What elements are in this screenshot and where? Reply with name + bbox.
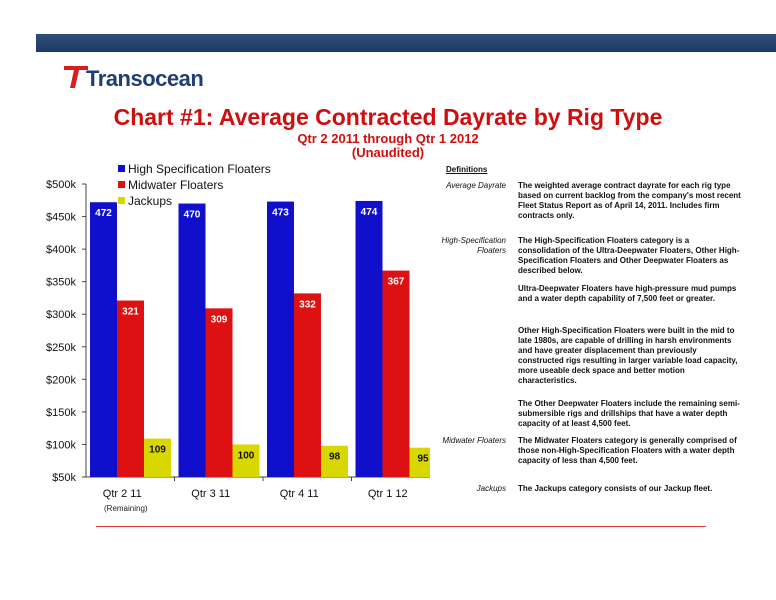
transocean-logo-icon — [64, 66, 88, 88]
bar-value-label: 95 — [417, 454, 429, 465]
definition-text: The High-Specification Floaters category… — [518, 236, 740, 275]
definition-text: The Other Deepwater Floaters include the… — [518, 399, 740, 428]
bar-value-label: 100 — [238, 450, 255, 461]
bar-value-label: 321 — [122, 307, 139, 318]
y-tick-label: $300k — [46, 309, 76, 321]
page-subtitle: Qtr 2 2011 through Qtr 1 2012 — [297, 131, 479, 146]
bar-midwater — [205, 308, 233, 477]
legend-label: High Specification Floaters — [128, 162, 271, 176]
bar-midwater — [294, 293, 321, 477]
page-title: Chart #1: Average Contracted Dayrate by … — [113, 104, 663, 130]
bar-jackups — [232, 444, 260, 477]
x-tick-label: Qtr 4 11 — [280, 488, 319, 500]
footer-divider — [96, 526, 706, 527]
x-tick-label: Qtr 1 12 — [368, 488, 408, 500]
y-tick-label: $400k — [46, 244, 76, 256]
x-tick-label: Qtr 3 11 — [191, 488, 230, 500]
bar-value-label: 472 — [95, 208, 112, 219]
bar-value-label: 470 — [184, 210, 201, 221]
bar-midwater — [382, 270, 410, 477]
bar-jackups — [144, 438, 171, 477]
y-tick-label: $50k — [52, 472, 76, 484]
legend-swatch — [118, 181, 125, 188]
y-tick-label: $450k — [46, 212, 76, 224]
bar-high-spec — [267, 201, 294, 477]
definition-term: High-Specification Floaters — [441, 236, 506, 255]
bar-high-spec — [90, 202, 117, 477]
definition-term: Average Dayrate — [446, 181, 506, 190]
y-tick-label: $150k — [46, 407, 76, 419]
y-tick-label: $100k — [46, 439, 76, 451]
bar-value-label: 473 — [272, 208, 289, 219]
bar-midwater — [117, 300, 144, 477]
legend-label: Midwater Floaters — [128, 178, 223, 192]
definition-text: Ultra-Deepwater Floaters have high-press… — [518, 284, 737, 303]
bar-value-label: 309 — [211, 314, 228, 325]
legend-swatch — [118, 197, 125, 204]
logo-text: Transocean — [86, 66, 204, 91]
definition-text: The Jackups category consists of our Jac… — [518, 484, 713, 493]
definition-term: Midwater Floaters — [442, 436, 506, 445]
legend-label: Jackups — [128, 194, 172, 208]
bar-jackups — [321, 445, 348, 477]
bar-value-label: 109 — [149, 445, 166, 456]
bar-value-label: 98 — [329, 452, 341, 463]
bar-high-spec — [178, 203, 206, 477]
legend-swatch — [118, 165, 125, 172]
definition-text: Other High-Specification Floaters were b… — [518, 326, 738, 385]
unaudited-note: (Unaudited) — [351, 145, 425, 160]
y-tick-label: $200k — [46, 374, 76, 386]
bar-value-label: 474 — [361, 207, 378, 218]
bar-value-label: 332 — [299, 299, 316, 310]
header-band — [36, 34, 776, 52]
y-tick-label: $250k — [46, 342, 76, 354]
y-tick-label: $500k — [46, 179, 76, 191]
bar-jackups — [409, 447, 430, 477]
definition-term: Jackups — [476, 484, 506, 493]
definitions-heading: Definitions — [446, 165, 488, 174]
bar-value-label: 367 — [388, 277, 405, 288]
definition-text: The weighted average contract dayrate fo… — [518, 181, 741, 220]
bar-high-spec — [355, 200, 383, 477]
y-tick-label: $350k — [46, 277, 76, 289]
category-note: (Remaining) — [104, 504, 148, 513]
dayrate-bar-chart: $50k $100k $150k $200k $250k $300k $350k $400k $… — [46, 162, 430, 500]
definition-text: The Midwater Floaters category is genera… — [518, 436, 737, 465]
x-tick-label: Qtr 2 11 — [103, 488, 142, 500]
